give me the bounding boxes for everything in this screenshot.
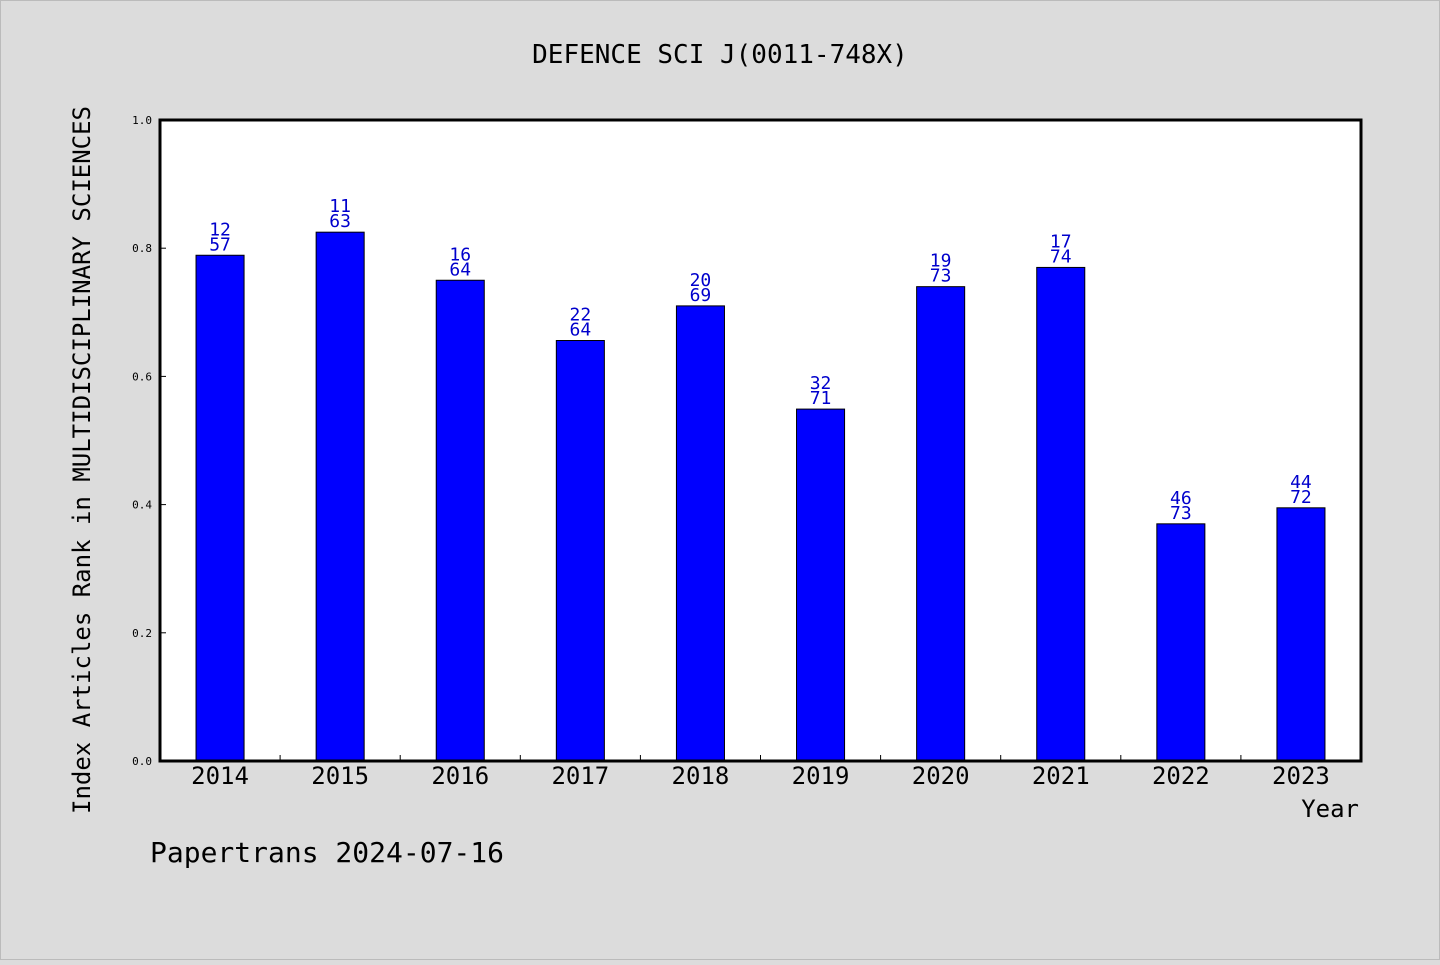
x-tick-label-2022: 2022 xyxy=(1152,762,1210,790)
bar-2023 xyxy=(1276,507,1326,762)
y-axis-label: Index Articles Rank in MULTIDISCIPLINARY… xyxy=(68,106,96,814)
data-label-top-2021: 17 xyxy=(1050,231,1072,252)
data-label-top-2016: 16 xyxy=(449,244,471,265)
bar-2021 xyxy=(1036,266,1086,762)
bar-2019 xyxy=(796,408,846,762)
x-tick-label-2015: 2015 xyxy=(311,762,369,790)
data-label-bottom-2017: 64 xyxy=(570,320,592,341)
data-label-bottom-2016: 64 xyxy=(449,259,471,280)
data-label-bottom-2023: 72 xyxy=(1290,487,1312,508)
y-axis-ticks: 0.0 0.2 0.4 0.6 0.8 1.0 xyxy=(132,114,166,768)
x-tick-label-2016: 2016 xyxy=(431,762,489,790)
data-label-bottom-2022: 73 xyxy=(1170,503,1192,524)
data-label-top-2020: 19 xyxy=(930,251,952,272)
bar-2015 xyxy=(315,231,365,762)
bars-layer xyxy=(195,231,1326,762)
x-tick-label-2021: 2021 xyxy=(1032,762,1090,790)
data-label-top-2014: 12 xyxy=(209,219,231,240)
bar-2017 xyxy=(555,340,605,762)
bar-2014 xyxy=(195,254,245,762)
x-tick-label-2014: 2014 xyxy=(191,762,249,790)
data-label-bottom-2014: 57 xyxy=(209,234,231,255)
y-tick-label-0.2: 0.2 xyxy=(132,627,152,640)
data-label-bottom-2019: 71 xyxy=(810,388,832,409)
bar-2022 xyxy=(1156,523,1206,762)
data-label-top-2022: 46 xyxy=(1170,488,1192,509)
x-tick-label-2023: 2023 xyxy=(1272,762,1330,790)
x-tick-label-2019: 2019 xyxy=(792,762,850,790)
data-label-top-2015: 11 xyxy=(329,196,351,217)
y-tick-label-0.0: 0.0 xyxy=(132,755,152,768)
x-axis-label: Year xyxy=(1301,795,1359,823)
y-tick-label-1.0: 1.0 xyxy=(132,114,152,127)
bar-2020 xyxy=(916,286,966,762)
data-label-bottom-2020: 73 xyxy=(930,266,952,287)
data-label-bottom-2015: 63 xyxy=(329,211,351,232)
data-label-bottom-2021: 74 xyxy=(1050,246,1072,267)
data-label-top-2019: 32 xyxy=(810,373,832,394)
data-label-bottom-2018: 69 xyxy=(690,285,712,306)
y-tick-label-0.4: 0.4 xyxy=(132,499,152,512)
x-axis-ticks: 2014 2015 2016 2017 2018 2019 2020 2021 2022 2023 xyxy=(191,755,1330,790)
data-label-top-2017: 22 xyxy=(570,305,592,326)
y-tick-label-0.6: 0.6 xyxy=(132,370,152,383)
chart-title: DEFENCE SCI J(0011-748X) xyxy=(532,40,908,70)
bar-2018 xyxy=(675,305,725,762)
x-tick-label-2018: 2018 xyxy=(672,762,730,790)
bar-2016 xyxy=(435,279,485,762)
data-label-top-2018: 20 xyxy=(690,270,712,291)
footer-credit: Papertrans 2024-07-16 xyxy=(150,836,504,869)
x-tick-label-2020: 2020 xyxy=(912,762,970,790)
data-label-top-2023: 44 xyxy=(1290,472,1312,493)
y-tick-label-0.8: 0.8 xyxy=(132,242,152,255)
x-tick-label-2017: 2017 xyxy=(551,762,609,790)
